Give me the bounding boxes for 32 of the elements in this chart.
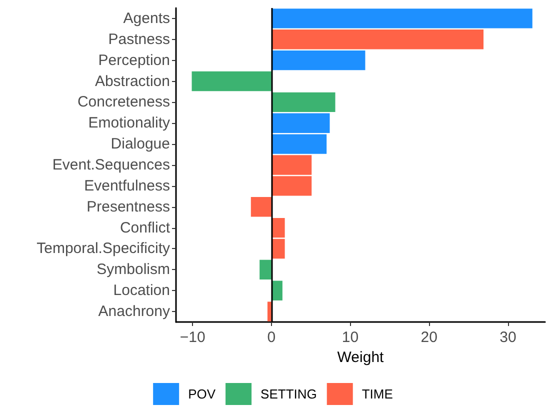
bar (267, 302, 272, 322)
y-tick-label: Event.Sequences (52, 156, 170, 174)
bar (271, 92, 336, 112)
legend-label: SETTING (260, 386, 317, 402)
x-tick-label: 10 (342, 329, 359, 346)
y-tick-label: Pastness (108, 30, 170, 48)
x-tick-label: −10 (180, 329, 206, 346)
y-tick-label: Dialogue (110, 136, 170, 153)
bar (260, 260, 272, 280)
y-tick-label: Conflict (120, 219, 171, 236)
legend-label: TIME (362, 386, 394, 402)
y-tick-label: Emotionality (88, 114, 170, 132)
y-tick-label: Anachrony (98, 303, 170, 320)
bar (271, 30, 484, 50)
legend-label: POV (188, 386, 216, 402)
y-tick-label: Symbolism (96, 261, 170, 278)
x-tick-label: 30 (500, 329, 516, 346)
y-tick-label: Presentness (86, 198, 170, 216)
x-tick-label: 20 (420, 329, 438, 346)
y-tick-label: Perception (98, 52, 170, 69)
y-tick-label: Location (113, 282, 170, 300)
bar (271, 8, 532, 28)
bar (250, 197, 272, 217)
bar (271, 50, 366, 70)
y-tick-label: Concreteness (77, 94, 170, 111)
y-tick-label: Abstraction (94, 72, 170, 90)
x-axis-title: Weight (337, 348, 385, 366)
y-tick-label: Eventfulness (84, 177, 170, 194)
x-tick-label: 0 (267, 329, 276, 346)
y-tick-label: Agents (123, 10, 170, 27)
bar (192, 71, 272, 92)
y-tick-label: Temporal.Specificity (36, 240, 170, 258)
